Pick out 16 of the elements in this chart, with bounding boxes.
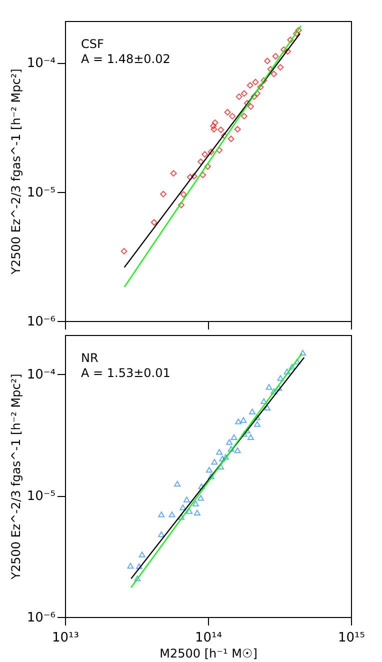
y-tick-label: 10⁻⁶ xyxy=(26,610,56,626)
x-tick-label: 10¹⁴ xyxy=(195,630,222,646)
annotation: A = 1.48±0.02 xyxy=(81,52,170,66)
annotation: NR xyxy=(81,351,98,365)
annotation: A = 1.53±0.01 xyxy=(81,366,170,380)
y-tick-label: 10⁻⁴ xyxy=(26,56,56,72)
y-tick-label: 10⁻⁵ xyxy=(26,489,56,504)
y-tick-label: 10⁻⁴ xyxy=(26,368,56,383)
annotation: CSF xyxy=(81,37,104,51)
y-tick-label: 10⁻⁵ xyxy=(26,185,56,200)
y-axis-title: Y2500 Ez^-2/3 fgas^-1 [h⁻² Mpc²] xyxy=(8,374,23,580)
y-tick-label: 10⁻⁶ xyxy=(26,314,56,330)
y-axis-title: Y2500 Ez^-2/3 fgas^-1 [h⁻² Mpc²] xyxy=(8,68,23,276)
x-tick-label: 10¹³ xyxy=(52,630,79,646)
x-axis-title: M2500 [h⁻¹ M☉] xyxy=(160,646,258,660)
x-tick-label: 10¹⁵ xyxy=(338,630,365,646)
